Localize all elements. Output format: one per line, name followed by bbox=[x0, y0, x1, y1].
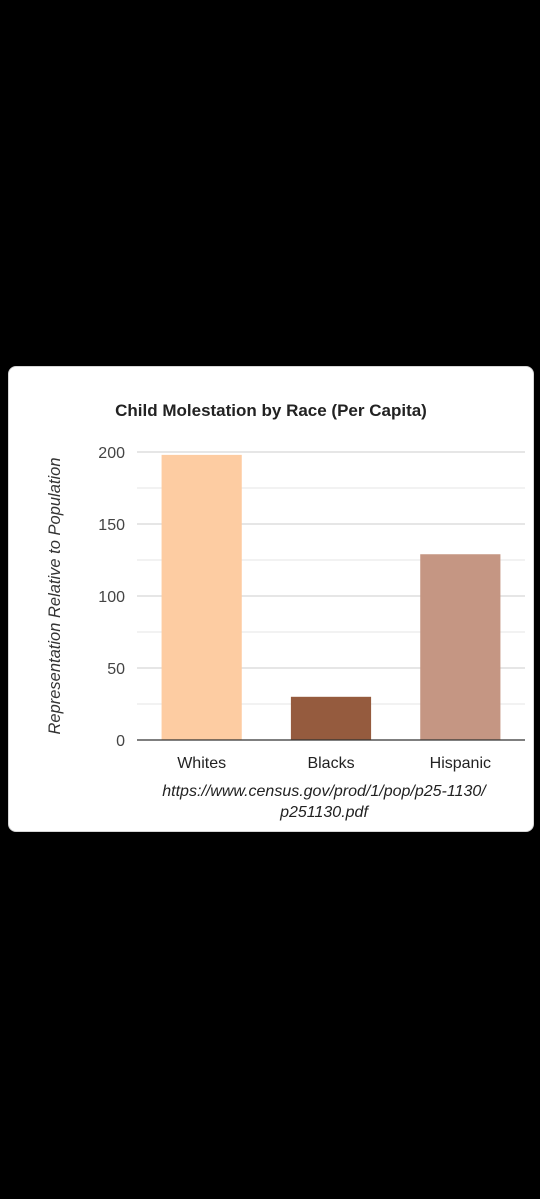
x-tick-label: Hispanic bbox=[430, 755, 491, 772]
y-tick-label: 0 bbox=[116, 733, 125, 750]
bar-chart-plot: 0 50 100 150 200 Whites Blacks Hispanic bbox=[98, 445, 525, 772]
chart-card: Child Molestation by Race (Per Capita) R… bbox=[8, 366, 534, 832]
chart-title: Child Molestation by Race (Per Capita) bbox=[115, 401, 427, 420]
x-tick-label: Whites bbox=[177, 755, 226, 772]
y-tick-label: 150 bbox=[98, 517, 125, 534]
bar-blacks bbox=[290, 696, 372, 740]
bar-whites bbox=[161, 454, 242, 740]
y-tick-label: 200 bbox=[98, 445, 125, 462]
bar-hispanic bbox=[420, 554, 501, 740]
x-tick-label: Blacks bbox=[307, 755, 354, 772]
y-tick-label: 50 bbox=[107, 661, 125, 678]
y-tick-label: 100 bbox=[98, 589, 125, 606]
source-citation: https://www.census.gov/prod/1/pop/p25-11… bbox=[162, 783, 486, 821]
